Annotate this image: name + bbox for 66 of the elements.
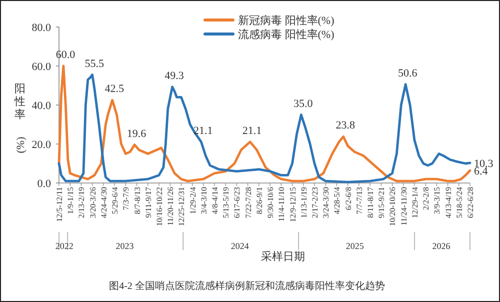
x-tick-label: 7/7-7/13 xyxy=(354,187,364,214)
annotation: 55.5 xyxy=(84,58,104,70)
annotation: 23.8 xyxy=(336,120,356,132)
annotation: 21.1 xyxy=(242,124,262,137)
text: 2023 xyxy=(116,241,134,251)
legend-item: 流感病毒 阳性率(%) xyxy=(204,29,334,41)
x-tick-label: 3/9-3/15 xyxy=(432,187,442,214)
x-tick-label: 3/24-3/30 xyxy=(322,187,331,218)
x-tick-label: 4/8-4/14 xyxy=(210,187,220,214)
x-tick-label: 12/5-12/11 xyxy=(55,187,64,222)
x-tick-label: 9/30-10/6 xyxy=(266,187,276,218)
annotation: 35.0 xyxy=(294,98,314,110)
x-tick-label: 4/13-4/19 xyxy=(444,187,453,218)
annotation: 21.1 xyxy=(194,124,213,137)
x-tick-label: 10/20-10/26 xyxy=(388,187,398,226)
x-tick-label: 1/9-1/15 xyxy=(66,187,76,214)
x-tick-label: 11/4-11/10 xyxy=(277,187,286,222)
x-tick-label: 7/3-7/9 xyxy=(122,187,131,210)
x-tick-label: 4/28-5/4 xyxy=(332,187,342,214)
x-tick-label: 6/17-6/23 xyxy=(232,187,242,218)
x-tick-label: 12/25-12/31 xyxy=(177,187,186,226)
x-tick-label: 11/20-11/26 xyxy=(166,187,176,226)
x-tick-label: 5/18-5/24 xyxy=(454,187,464,218)
annotation: 19.6 xyxy=(126,128,147,140)
x-tick-label: 12/9-12/15 xyxy=(288,187,298,222)
x-tick-label: 11/24-11/30 xyxy=(399,187,408,226)
y-tick-label: 80.0 xyxy=(32,22,52,34)
x-tick-label: 6/2-6/8 xyxy=(344,187,353,210)
annotation: 60.0 xyxy=(56,49,76,61)
x-tick-label: 2/2-2/8 xyxy=(422,187,431,210)
x-tick-label: 5/13-5/19 xyxy=(222,187,231,218)
x-tick-label: 8/7-8/13 xyxy=(132,187,142,214)
x-tick-label: 1/13-1/19 xyxy=(299,187,308,218)
ylabel: 阳性率(%) xyxy=(14,83,27,154)
text: 2024 xyxy=(230,241,250,251)
x-tick-label: 3/4-3/10 xyxy=(199,187,208,214)
caption: 图4-2 全国哨点医院流感样病例新冠和流感病毒阳性率变化趋势 xyxy=(109,280,385,292)
annotation: 42.5 xyxy=(104,83,124,96)
x-tick-label: 2/17-2/23 xyxy=(310,187,320,218)
x-tick-label: 3/20-3/26 xyxy=(88,187,98,218)
x-tick-label: 1/29-2/4 xyxy=(188,187,198,214)
x-tick-label: 4/24-4/30 xyxy=(99,187,108,218)
annotation: 6.4 xyxy=(474,166,488,178)
y-tick-label: 40.0 xyxy=(32,100,52,112)
x-tick-label: 9/11-9/17 xyxy=(144,187,153,218)
x-tick-label: 5/29-6/4 xyxy=(110,187,120,214)
legend-label: 新冠病毒 阳性率(%) xyxy=(238,14,335,27)
x-tick-label: 12/29-1/4 xyxy=(410,187,420,218)
x-tick-label: 7/22-7/28 xyxy=(244,187,253,218)
x-tick-label: 8/26-9/1 xyxy=(254,187,264,214)
x-tick-label: 9/15-9/21 xyxy=(377,187,386,218)
annotation: 50.6 xyxy=(398,67,418,80)
text: 2025 xyxy=(346,241,364,251)
annotation: 49.3 xyxy=(164,70,184,82)
legend-label: 流感病毒 阳性率(%) xyxy=(238,28,335,41)
x-tick-label: 6/22-6/28 xyxy=(466,187,475,218)
x-axis-title: 采样日期 xyxy=(261,250,305,263)
x-tick-label: 10/16-10/22 xyxy=(154,187,164,226)
y-tick-label: 60.0 xyxy=(32,61,52,73)
text: 2026 xyxy=(432,241,451,251)
y-tick-label: 0.0 xyxy=(37,178,52,190)
x-tick-label: 2/13-2/19 xyxy=(77,187,86,218)
y-tick-label: 20.0 xyxy=(32,139,52,151)
legend-item: 新冠病毒 阳性率(%) xyxy=(204,15,334,27)
x-tick-label: 8/11-8/17 xyxy=(366,187,376,218)
text: 2022 xyxy=(55,241,74,251)
